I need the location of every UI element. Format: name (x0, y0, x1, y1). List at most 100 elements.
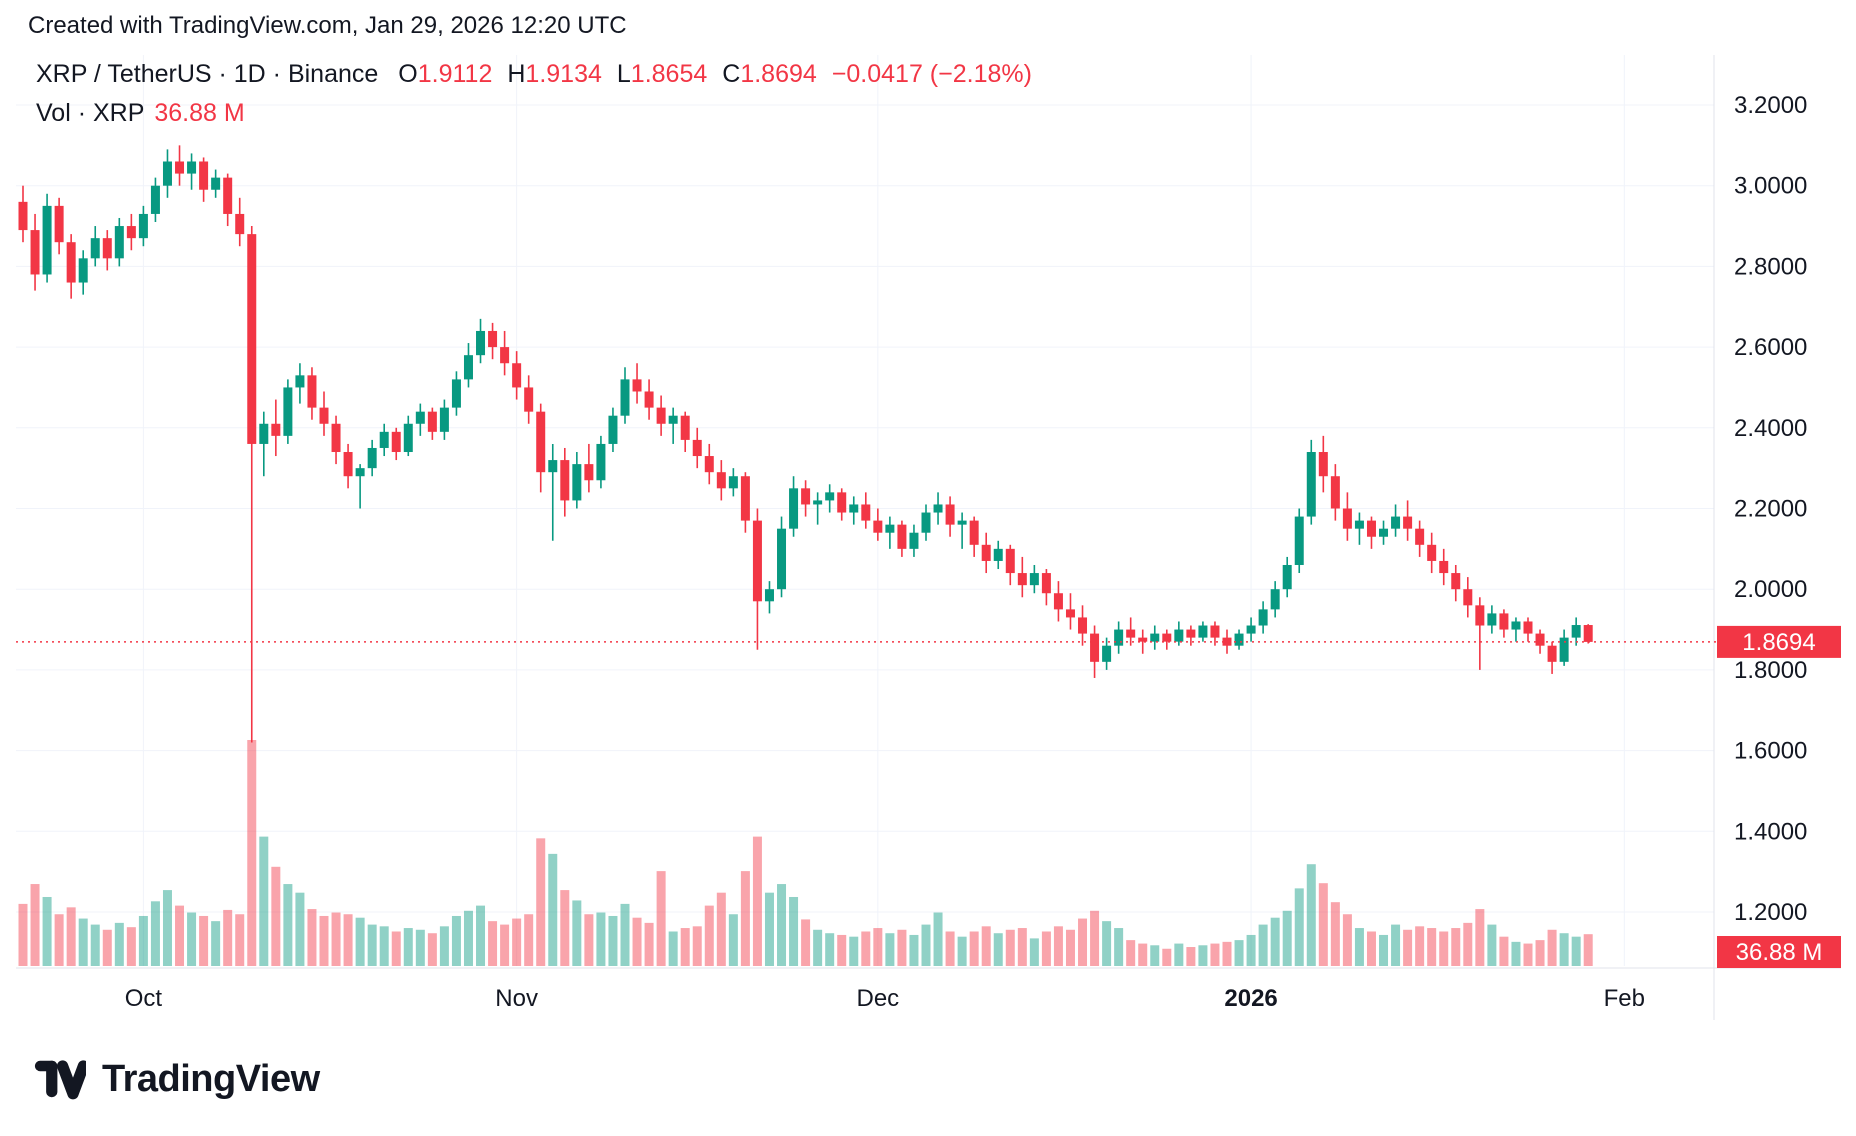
candle-body[interactable] (114, 226, 124, 259)
candle-body[interactable] (1415, 528, 1425, 545)
candle-body[interactable] (1523, 621, 1533, 634)
candle-body[interactable] (1090, 633, 1100, 662)
candle-body[interactable] (1017, 573, 1027, 586)
candle-body[interactable] (1234, 633, 1244, 646)
candle-body[interactable] (728, 476, 738, 489)
candle-body[interactable] (524, 387, 534, 412)
candle-body[interactable] (391, 431, 401, 453)
candle-body[interactable] (885, 524, 895, 533)
candle-body[interactable] (993, 548, 1003, 561)
candle-body[interactable] (608, 415, 618, 444)
candle-body[interactable] (1041, 573, 1051, 594)
candle-body[interactable] (1403, 516, 1413, 529)
candle-body[interactable] (1005, 548, 1015, 574)
candle-body[interactable] (295, 375, 305, 388)
candle-body[interactable] (331, 423, 341, 453)
time-axis-label[interactable]: Dec (856, 985, 899, 1012)
candle-body[interactable] (488, 330, 498, 348)
candle-body[interactable] (1126, 629, 1136, 638)
candle-body[interactable] (644, 391, 654, 408)
candle-body[interactable] (536, 411, 546, 473)
time-axis-label[interactable]: Oct (125, 985, 163, 1012)
candle-body[interactable] (1222, 637, 1232, 646)
candle-body[interactable] (54, 205, 64, 243)
candle-body[interactable] (1282, 564, 1292, 590)
candle-body[interactable] (1065, 609, 1075, 618)
candle-body[interactable] (716, 472, 726, 489)
candle-body[interactable] (18, 201, 28, 231)
candle-body[interactable] (1559, 637, 1569, 662)
candle-body[interactable] (1258, 609, 1268, 626)
candle-body[interactable] (849, 504, 859, 513)
candle-body[interactable] (1210, 625, 1220, 638)
candle-body[interactable] (1114, 629, 1124, 646)
candle-body[interactable] (1162, 633, 1172, 642)
candle-body[interactable] (1174, 629, 1184, 642)
candle-body[interactable] (801, 488, 811, 505)
candle-body[interactable] (981, 544, 991, 561)
candle-body[interactable] (861, 504, 871, 521)
candle-body[interactable] (476, 330, 486, 356)
candle-body[interactable] (1342, 508, 1352, 529)
candle-body[interactable] (692, 439, 702, 457)
candle-body[interactable] (680, 415, 690, 440)
candle-body[interactable] (572, 464, 582, 501)
candle-body[interactable] (969, 520, 979, 545)
tradingview-logo[interactable]: TradingView (34, 1056, 320, 1102)
candle-body[interactable] (945, 504, 955, 525)
candle-body[interactable] (78, 258, 88, 283)
candle-body[interactable] (897, 524, 907, 549)
candle-body[interactable] (271, 423, 281, 436)
candle-body[interactable] (427, 411, 437, 432)
candle-body[interactable] (620, 379, 630, 416)
candle-body[interactable] (656, 407, 666, 424)
candle-body[interactable] (379, 431, 389, 448)
candle-body[interactable] (403, 423, 413, 453)
candle-body[interactable] (873, 520, 883, 533)
candle-body[interactable] (921, 512, 931, 533)
candle-body[interactable] (764, 589, 774, 602)
candle-body[interactable] (837, 492, 847, 513)
candle-body[interactable] (1547, 645, 1557, 662)
candle-body[interactable] (1427, 544, 1437, 561)
candle-body[interactable] (162, 161, 172, 186)
candle-body[interactable] (584, 464, 594, 481)
candle-body[interactable] (1138, 637, 1148, 642)
candle-body[interactable] (1379, 528, 1389, 537)
candle-body[interactable] (1583, 625, 1593, 642)
candle-body[interactable] (211, 177, 221, 190)
candle-body[interactable] (343, 452, 353, 477)
candle-body[interactable] (1318, 452, 1328, 477)
candle-body[interactable] (138, 213, 148, 239)
candle-body[interactable] (415, 411, 425, 424)
candle-body[interactable] (1306, 452, 1316, 517)
candle-body[interactable] (1475, 605, 1485, 626)
candle-body[interactable] (548, 460, 558, 473)
candle-body[interactable] (1439, 560, 1449, 574)
candle-body[interactable] (1270, 589, 1280, 610)
candle-body[interactable] (1391, 516, 1401, 529)
candle-body[interactable] (813, 500, 823, 505)
candle-body[interactable] (223, 177, 233, 214)
candle-body[interactable] (463, 355, 473, 380)
candle-body[interactable] (1463, 589, 1473, 606)
candle-body[interactable] (1354, 520, 1364, 529)
candle-body[interactable] (1053, 593, 1063, 610)
candle-body[interactable] (1198, 625, 1208, 638)
candle-body[interactable] (283, 387, 293, 436)
time-axis-label[interactable]: Nov (495, 985, 538, 1012)
symbol-title[interactable]: XRP / TetherUS · 1D · Binance (36, 60, 379, 88)
candle-body[interactable] (668, 415, 678, 424)
candle-body[interactable] (1535, 633, 1545, 646)
candle-body[interactable] (740, 476, 750, 521)
candle-body[interactable] (247, 234, 257, 444)
candle-body[interactable] (1330, 476, 1340, 509)
candle-body[interactable] (1102, 645, 1112, 662)
candle-body[interactable] (66, 242, 76, 283)
candle-body[interactable] (704, 456, 714, 473)
candle-body[interactable] (596, 443, 606, 481)
candle-body[interactable] (90, 238, 100, 259)
candle-body[interactable] (1499, 613, 1509, 630)
candle-body[interactable] (909, 532, 919, 549)
